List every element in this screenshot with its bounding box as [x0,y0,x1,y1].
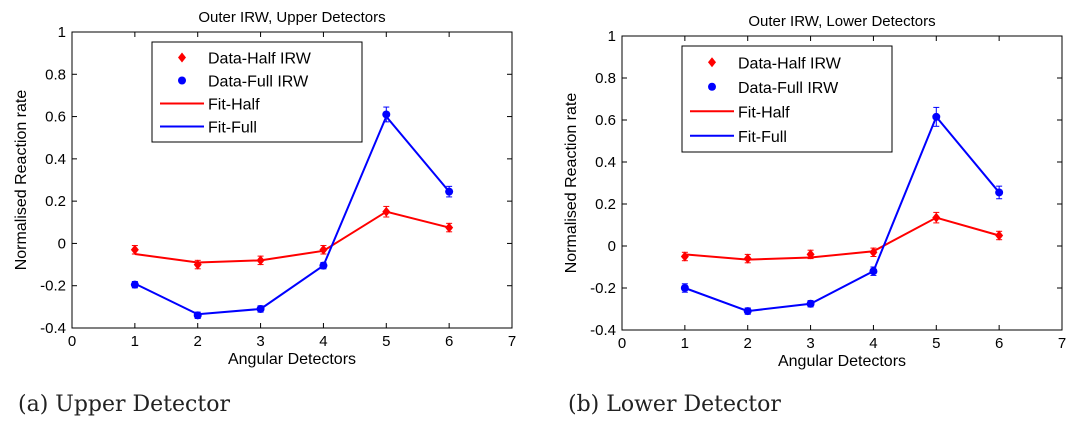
data-point-half [130,244,139,255]
data-point-half [743,253,752,264]
legend-label: Data-Full IRW [208,74,309,91]
y-tick-label: 0.6 [595,112,616,129]
legend-label: Data-Full IRW [738,80,839,97]
legend-label: Data-Half IRW [208,51,312,68]
x-tick-label: 5 [932,335,940,352]
legend-box [681,45,893,153]
legend-label: Fit-Half [208,97,260,114]
y-tick-label: 1 [58,24,66,41]
legend-label: Fit-Full [738,129,787,146]
y-tick-label: 0.8 [45,66,66,83]
data-point-full [382,110,391,119]
y-tick-label: 0 [58,235,66,252]
y-tick-label: 0.6 [45,109,66,126]
x-tick-label: 0 [68,333,76,350]
x-axis-label: Angular Detectors [228,351,356,368]
x-axis-label: Angular Detectors [778,353,906,370]
series-line-fit-half [134,210,450,264]
x-tick-label: 4 [869,335,877,352]
x-tick-label: 3 [256,333,264,350]
x-tick-label: 6 [445,333,453,350]
x-tick-label: 5 [382,333,390,350]
legend-label: Fit-Half [738,104,790,121]
x-tick-label: 1 [131,333,139,350]
chart-panel-1: Outer IRW, Upper Detectors 0 1 2 3 4 5 6 7 -0.4 -0… [13,9,516,368]
x-tick-label: 1 [681,335,689,352]
y-tick-label: 0.8 [595,70,616,87]
y-tick-label: -0.4 [590,322,616,339]
series-line-fit-full [684,114,1000,313]
x-tick-label: 4 [319,333,327,350]
legend-box [151,41,363,143]
legend-label: Data-Half IRW [738,55,842,72]
legend: Data-Half IRW Data-Full IRW Fit-Half Fit-Fu… [681,45,893,153]
x-tick-label: 2 [194,333,202,350]
x-tick-label: 7 [1058,335,1066,352]
y-tick-label: -0.2 [40,278,66,295]
y-axis-label: Normalised Reaction rate [13,90,30,271]
y-tick-label: -0.4 [40,320,66,337]
series-line-fit-full [134,114,450,316]
y-tick-label: 0.2 [45,193,66,210]
legend-swatch-circle [708,82,716,91]
y-tick-label: 0.2 [595,196,616,213]
legend-swatch-diamond [708,57,716,68]
x-tick-label: 6 [995,335,1003,352]
y-tick-label: 0.4 [45,151,66,168]
x-tick-label: 0 [618,335,626,352]
legend: Data-Half IRW Data-Full IRW Fit-Half Fit-Fu… [151,41,363,143]
legend-label: Fit-Full [208,120,257,137]
caption-lower-detector: (b) Lower Detector [568,392,781,417]
x-tick-label: 3 [806,335,814,352]
chart-title: Outer IRW, Lower Detectors [748,13,935,30]
y-axis-label: Normalised Reaction rate [563,93,580,274]
chart-title: Outer IRW, Upper Detectors [198,9,385,26]
y-tick-label: 1 [608,28,616,45]
caption-upper-detector: (a) Upper Detector [18,392,230,417]
series-line-fit-half [684,216,1000,261]
legend-swatch-circle [178,76,186,85]
figure: Outer IRW, Upper Detectors 0 1 2 3 4 5 6 7 -0.4 -0… [13,9,1066,370]
legend-swatch-diamond [178,52,186,63]
y-tick-label: -0.2 [590,280,616,297]
y-tick-label: 0.4 [595,154,616,171]
x-tick-label: 7 [508,333,516,350]
x-tick-label: 2 [744,335,752,352]
y-tick-label: 0 [608,238,616,255]
chart-panel-2: Outer IRW, Lower Detectors 0 1 2 3 4 5 6 7 -0.4 -0… [563,13,1066,370]
